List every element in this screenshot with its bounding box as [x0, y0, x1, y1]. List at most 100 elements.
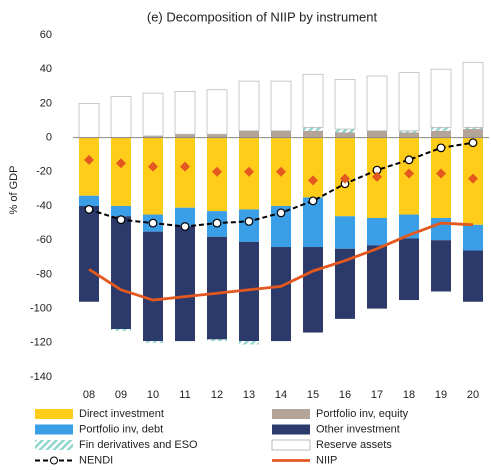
bar-segment — [175, 134, 195, 138]
chart-title: (e) Decomposition of NIIP by instrument — [147, 9, 378, 24]
bar-segment — [302, 73, 324, 128]
bar-segment — [335, 248, 355, 319]
legend-label: Fin derivatives and ESO — [79, 439, 198, 451]
bar-segment — [303, 127, 323, 131]
bar-segment — [367, 245, 387, 309]
bar-segment — [110, 96, 132, 138]
diamond-marker — [276, 166, 286, 177]
bar-segment — [271, 206, 291, 248]
bar-segment — [143, 231, 163, 342]
bar-segment — [238, 80, 260, 132]
bar-segment — [431, 240, 451, 292]
bar-segment — [143, 341, 163, 343]
bar-segment — [463, 250, 483, 302]
bar-segment — [335, 132, 355, 138]
bar-segment — [78, 103, 100, 139]
x-tick-label: 12 — [211, 389, 223, 401]
diamond-marker — [212, 166, 222, 177]
bar-segment — [303, 130, 323, 138]
diamond-marker — [180, 161, 190, 172]
bar-segment — [143, 135, 163, 138]
line-marker — [244, 216, 254, 226]
y-tick-label: -100 — [30, 303, 52, 315]
x-tick-label: 18 — [403, 389, 415, 401]
line-marker — [468, 138, 478, 148]
bar-segment — [206, 89, 228, 135]
x-tick-label: 14 — [275, 389, 287, 401]
bar-segment — [399, 130, 419, 133]
bar-segment — [207, 339, 227, 342]
bar-segment — [367, 130, 387, 138]
bar-segment — [463, 129, 483, 138]
bar-segment — [462, 61, 484, 128]
bar-segment — [175, 207, 195, 227]
y-tick-label: 40 — [40, 63, 52, 75]
legend-swatch — [272, 424, 310, 435]
bar-segment — [431, 127, 451, 131]
legend-swatch — [35, 440, 73, 450]
y-tick-label: -120 — [30, 337, 52, 349]
diamond-marker — [404, 168, 414, 179]
line-marker — [212, 218, 222, 228]
x-tick-label: 11 — [179, 389, 190, 401]
y-tick-label: -20 — [36, 166, 52, 178]
bar-segment — [431, 130, 451, 138]
x-tick-label: 08 — [83, 389, 95, 401]
x-tick-label: 15 — [307, 389, 319, 401]
line-marker — [404, 155, 414, 165]
bar-segment — [335, 216, 355, 249]
bar-segment — [111, 206, 131, 217]
line-marker — [436, 143, 446, 153]
x-tick-label: 19 — [435, 389, 447, 401]
x-tick-label: 20 — [467, 389, 479, 401]
bar-segment — [366, 75, 388, 132]
bar-segment — [175, 226, 195, 342]
bar-segment — [175, 137, 195, 208]
bar-segment — [463, 224, 483, 251]
legend-label: NIIP — [316, 454, 337, 466]
bar-segment — [79, 137, 99, 196]
y-tick-label: -40 — [36, 200, 52, 212]
diamond-marker — [468, 173, 478, 184]
bar-segment — [111, 137, 131, 206]
legend-swatch — [35, 409, 73, 419]
diamond-marker — [84, 154, 94, 165]
legend-label: NENDI — [79, 454, 113, 466]
bar-segment — [142, 92, 164, 137]
bar-segment — [239, 241, 259, 342]
legend-swatch — [271, 439, 311, 451]
bar-segment — [431, 217, 451, 241]
bar-segment — [239, 341, 259, 345]
bar-segment — [239, 130, 259, 138]
bar-segment — [399, 238, 419, 301]
diamond-marker — [308, 175, 318, 186]
diamond-marker — [148, 161, 158, 172]
x-tick-label: 10 — [147, 389, 159, 401]
y-tick-label: -80 — [36, 268, 52, 280]
bar-segment — [270, 80, 292, 132]
y-tick-label: -140 — [30, 371, 52, 383]
x-tick-label: 09 — [115, 389, 127, 401]
line-series — [88, 221, 474, 302]
diamond-marker — [340, 173, 350, 184]
bar-segment — [79, 195, 99, 206]
bar-segment — [303, 137, 323, 198]
diamond-marker — [372, 171, 382, 182]
x-tick-label: 16 — [339, 389, 351, 401]
legend-swatch — [35, 424, 73, 435]
line-marker — [180, 222, 190, 231]
diamond-marker — [116, 158, 126, 169]
line-marker — [308, 196, 318, 206]
legend-swatch — [272, 409, 310, 419]
bar-segment — [463, 127, 483, 130]
bar-segment — [79, 206, 99, 302]
x-tick-label: 17 — [371, 389, 383, 401]
legend-marker — [50, 456, 58, 465]
bar-segment — [111, 329, 131, 331]
bar-segment — [207, 236, 227, 340]
bar-segment — [174, 91, 196, 135]
bar-segment — [111, 216, 131, 330]
bar-segment — [303, 247, 323, 333]
bar-segment — [335, 129, 355, 133]
